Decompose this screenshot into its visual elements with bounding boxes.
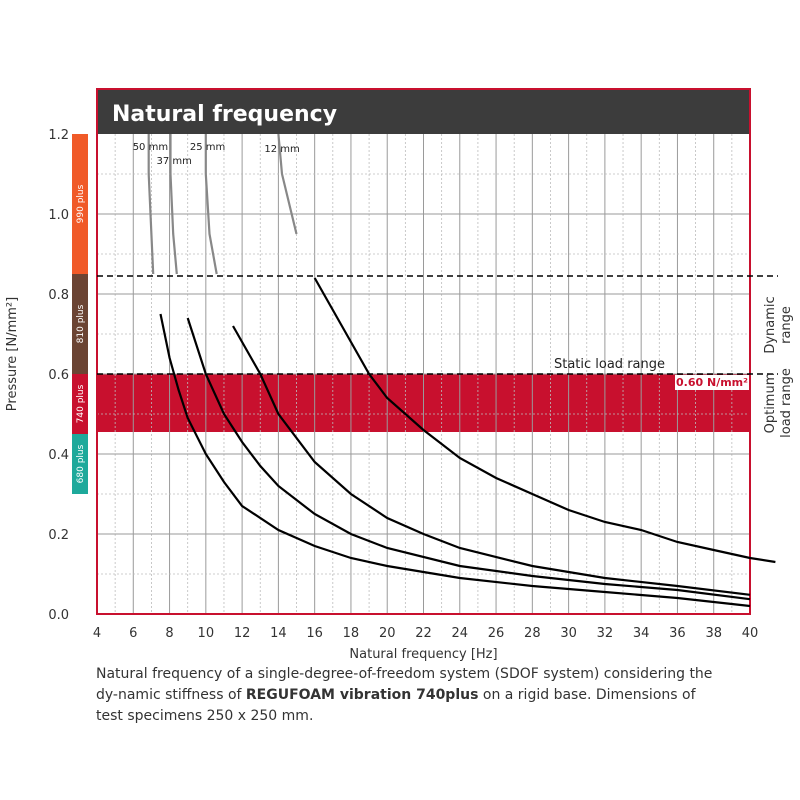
product-bar: 990 plus 810 plus 740 plus 680 plus xyxy=(72,134,88,494)
y-tick-label: 1.0 xyxy=(48,208,69,223)
caption-product-name: REGUFOAM vibration 740plus xyxy=(245,687,479,703)
product-bar-segment xyxy=(72,434,88,494)
y-tick-label: 0.6 xyxy=(48,368,69,383)
series-line-upper xyxy=(204,134,218,275)
x-tick-label: 12 xyxy=(234,626,251,641)
side-label: Dynamicrange xyxy=(763,296,794,353)
figure-caption: Natural frequency of a single-degree-of-… xyxy=(96,664,716,727)
y-tick-label: 0.4 xyxy=(48,448,69,463)
chart-header-bar xyxy=(97,89,750,134)
x-tick-label: 34 xyxy=(633,626,650,641)
product-bar-segment xyxy=(72,274,88,374)
series-line xyxy=(232,325,751,596)
labels-layer: 50 mm 37 mm 25 mm 12 mm Dynamicrange Optimuml… xyxy=(133,142,794,438)
x-tick-label: 16 xyxy=(306,626,323,641)
x-tick-label: 18 xyxy=(343,626,360,641)
y-axis-label: Pressure [N/mm²] xyxy=(5,297,20,411)
x-tick-label: 40 xyxy=(742,626,759,641)
x-tick-label: 6 xyxy=(129,626,137,641)
x-tick-label: 30 xyxy=(560,626,577,641)
caption-text-1: Natural frequency of a single-degree-of-… xyxy=(96,666,713,703)
series-line-upper xyxy=(169,134,178,275)
x-axis-label: Natural frequency [Hz] xyxy=(349,647,497,662)
y-tick-label: 0.0 xyxy=(48,608,69,623)
series-label: 12 mm xyxy=(264,144,299,155)
series-line xyxy=(186,317,751,601)
ticks-layer: 4 6 8 10 12 14 16 18 20 22 24 26 28 30 32 34 36 38 40 0.0 0.… xyxy=(5,128,758,662)
product-bar-label: 810 plus xyxy=(76,304,86,343)
frame-layer: Natural frequency xyxy=(96,88,751,615)
y-tick-label: 0.2 xyxy=(48,528,69,543)
x-tick-label: 8 xyxy=(165,626,173,641)
x-tick-label: 14 xyxy=(270,626,287,641)
x-tick-label: 4 xyxy=(93,626,101,641)
x-tick-label: 36 xyxy=(669,626,686,641)
y-tick-label: 0.8 xyxy=(48,288,69,303)
y-tick-label: 1.2 xyxy=(48,128,69,143)
x-tick-label: 22 xyxy=(415,626,432,641)
product-bar-label: 740 plus xyxy=(76,384,86,423)
caption-text-2: on a rigid base. Dimensions of test spec… xyxy=(96,687,696,724)
curves-layer xyxy=(147,133,776,608)
side-label-line: range xyxy=(779,306,794,344)
series-line xyxy=(313,277,776,564)
x-tick-label: 38 xyxy=(705,626,722,641)
side-label-line: Dynamic xyxy=(763,296,778,353)
product-bar-segment xyxy=(72,374,88,434)
side-label-line: load range xyxy=(779,368,794,438)
product-bar-segment xyxy=(72,134,88,274)
product-bar-label: 680 plus xyxy=(76,444,86,483)
chart-title: Natural frequency xyxy=(112,102,337,127)
series-label: 37 mm xyxy=(156,156,191,167)
series-label: 25 mm xyxy=(190,142,225,153)
x-tick-label: 10 xyxy=(198,626,215,641)
series-line xyxy=(159,313,751,608)
x-tick-label: 24 xyxy=(452,626,469,641)
x-tick-label: 32 xyxy=(597,626,614,641)
static-load-label: Static load range xyxy=(554,357,665,372)
band-label-bg xyxy=(675,375,749,390)
band-value-label: 0.60 N/mm² xyxy=(676,376,748,389)
x-tick-label: 20 xyxy=(379,626,396,641)
reference-layer: Static load range 0.60 N/mm² xyxy=(97,275,778,390)
product-bar-label: 990 plus xyxy=(76,184,86,223)
x-tick-label: 26 xyxy=(488,626,505,641)
series-line-upper xyxy=(147,134,155,275)
side-label: Optimumload range xyxy=(763,368,794,438)
x-tick-label: 28 xyxy=(524,626,541,641)
series-line-upper xyxy=(277,133,298,235)
chart-frame xyxy=(96,88,751,615)
side-label-line: Optimum xyxy=(763,373,778,434)
series-label: 50 mm xyxy=(133,142,168,153)
